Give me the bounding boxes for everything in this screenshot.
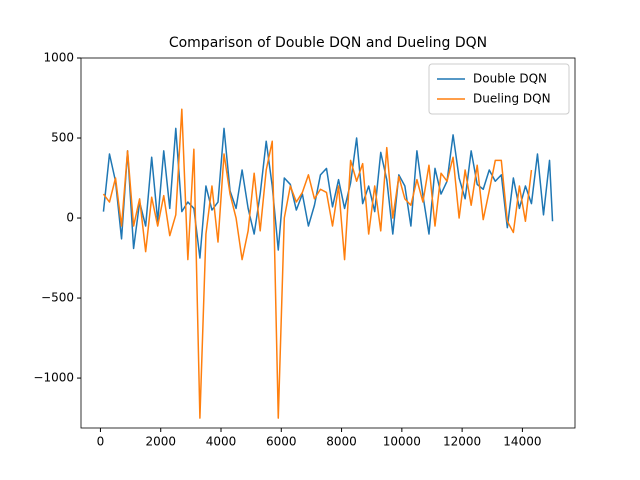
y-tick-label: 500 bbox=[51, 131, 74, 145]
x-tick-label: 14000 bbox=[503, 435, 541, 449]
x-tick-label: 0 bbox=[97, 435, 105, 449]
y-tick-label: −500 bbox=[41, 291, 74, 305]
line bbox=[102, 127, 554, 259]
y-tick-label: 0 bbox=[66, 211, 74, 225]
line bbox=[102, 108, 533, 419]
y-tick-label: −1000 bbox=[33, 371, 74, 385]
legend-label: Dueling DQN bbox=[473, 92, 551, 106]
x-tick-label: 4000 bbox=[206, 435, 237, 449]
y-tick-label: 1000 bbox=[43, 51, 74, 65]
legend-box bbox=[428, 63, 570, 115]
plot-frame bbox=[80, 57, 576, 429]
x-tick-label: 6000 bbox=[266, 435, 297, 449]
x-tick-label: 8000 bbox=[326, 435, 357, 449]
legend-label: Double DQN bbox=[473, 72, 547, 86]
x-tick-label: 10000 bbox=[383, 435, 421, 449]
x-tick-label: 12000 bbox=[443, 435, 481, 449]
chart-title: Comparison of Double DQN and Dueling DQN bbox=[169, 35, 487, 51]
x-tick-label: 2000 bbox=[145, 435, 176, 449]
